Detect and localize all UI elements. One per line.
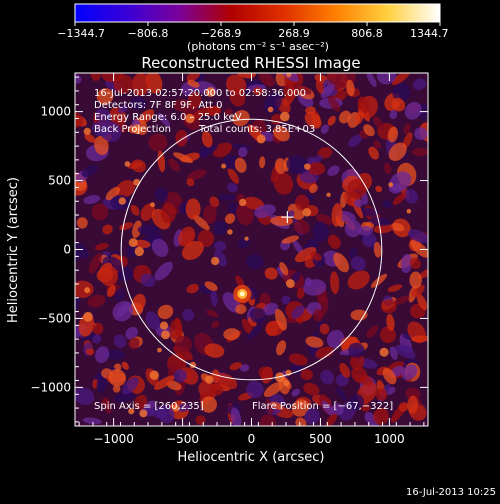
annotation-time-range: 16-Jul-2013 02:57:20.000 to 02:58:36.000 xyxy=(94,88,306,99)
colorbar-tick-label: 1344.7 xyxy=(410,27,449,40)
x-axis-ticks: −1000 −500 0 500 1000 xyxy=(78,73,425,446)
solar-limb-circle xyxy=(120,118,383,381)
annotation-counts: Total counts: 3.85E+03 xyxy=(198,124,315,135)
annotation-detectors: Detectors: 7F 8F 9F, Att 0 xyxy=(94,100,222,111)
colorbar-unit-label: (photons cm⁻² s⁻¹ asec⁻²) xyxy=(187,40,329,53)
chart-title: Reconstructed RHESSI Image xyxy=(141,54,360,72)
colorbar-ticks: −1344.7 −806.8 −268.9 268.9 806.8 1344.7 xyxy=(57,22,449,40)
colorbar-tick-label: −1344.7 xyxy=(57,27,105,40)
footer-timestamp: 16-Jul-2013 10:25 xyxy=(406,487,496,498)
annotation-method: Back Projection xyxy=(94,124,171,135)
y-tick-label: −1000 xyxy=(30,380,71,394)
colorbar-tick-label: 268.9 xyxy=(278,27,310,40)
x-axis-label: Heliocentric X (arcsec) xyxy=(178,450,325,465)
y-tick-label: 0 xyxy=(63,243,71,257)
flare-position-marker xyxy=(281,211,294,224)
annotation-flare-position: Flare Position = [−67,−322] xyxy=(252,401,393,412)
y-tick-label: −500 xyxy=(38,311,71,325)
annotation-spin-axis: Spin Axis = [260,235] xyxy=(94,401,204,412)
y-tick-label: 1000 xyxy=(40,105,71,119)
x-tick-label: 1000 xyxy=(374,432,405,446)
y-axis-label: Heliocentric Y (arcsec) xyxy=(6,177,21,323)
y-tick-label: 500 xyxy=(48,174,71,188)
plot-image xyxy=(75,73,428,426)
y-axis-ticks: 1000 500 0 −500 −1000 xyxy=(30,76,428,423)
x-tick-label: −500 xyxy=(166,432,199,446)
colorbar xyxy=(74,3,441,23)
colorbar-tick-label: 806.8 xyxy=(351,27,383,40)
annotation-block: 16-Jul-2013 02:57:20.000 to 02:58:36.000… xyxy=(94,88,393,412)
x-tick-label: −1000 xyxy=(93,432,134,446)
colorbar-tick-label: −268.9 xyxy=(201,27,242,40)
heat-blobs xyxy=(75,73,428,426)
colorbar-tick-label: −806.8 xyxy=(128,27,169,40)
x-tick-label: 0 xyxy=(248,432,256,446)
x-tick-label: 500 xyxy=(309,432,332,446)
annotation-energy: Energy Range: 6.0 – 25.0 keV xyxy=(94,112,242,123)
